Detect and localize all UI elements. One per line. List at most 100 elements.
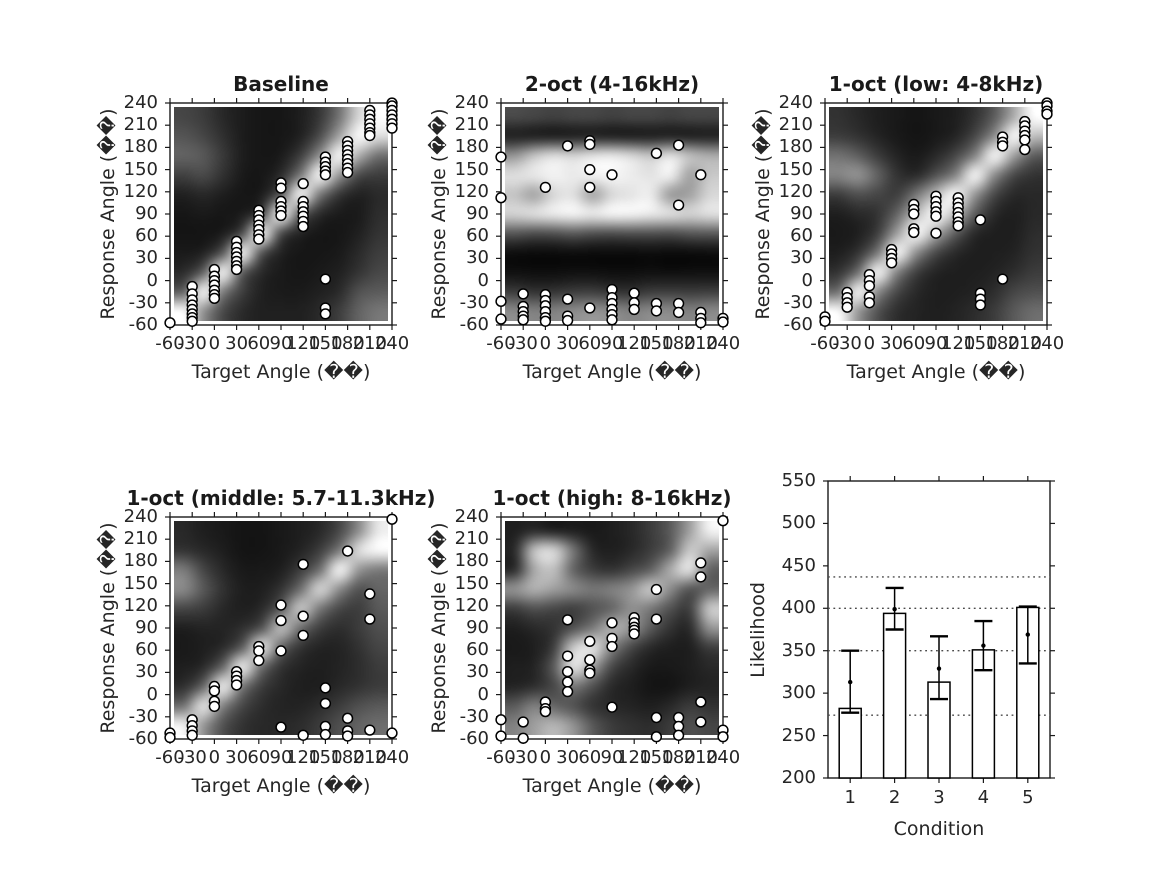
x-tick-label: -60 (810, 333, 840, 354)
x-tick-label: 0 (539, 747, 552, 768)
scatter-point (1019, 143, 1031, 156)
y-tick-label: 90 (466, 203, 489, 224)
x-tick-label: 240 (374, 333, 410, 354)
y-tick-label: 150 (123, 572, 158, 594)
x-tick-label: -30 (508, 333, 538, 354)
scatter-point (1019, 134, 1031, 146)
x-tick-label: -60 (486, 333, 516, 354)
y-tick-label: 240 (454, 92, 489, 113)
scatter-point (164, 731, 176, 744)
mean-point (1025, 632, 1030, 637)
scatter-point (341, 730, 354, 742)
x-tick-label: -30 (177, 747, 207, 768)
scatter-point (628, 303, 640, 316)
y-tick-label: 90 (135, 617, 158, 638)
scatter-point (606, 169, 618, 181)
panel-title: 1-oct (middle: 5.7-11.3kHz) (126, 486, 436, 510)
x-tick-label: 120 (286, 333, 321, 354)
y-tick-label: -60 (128, 314, 158, 335)
scatter-point (606, 640, 618, 653)
y-tick-label: -30 (459, 705, 489, 727)
scatter-point (297, 629, 309, 642)
scatter-point (364, 129, 376, 142)
1oct-middle-scatter-overlay (164, 512, 398, 744)
x-tick-label: 150 (308, 333, 343, 354)
scatter-point (584, 635, 596, 647)
x-tick-label: 60 (247, 333, 271, 354)
x-axis-label: Target Angle (��) (191, 361, 371, 383)
x-tick-label: 240 (1029, 333, 1065, 354)
x-tick-label: -30 (832, 333, 862, 354)
scatter-point (319, 273, 332, 285)
scatter-point (584, 302, 596, 314)
scatter-point (717, 515, 729, 527)
scatter-point (517, 732, 529, 744)
panel-title: 1-oct (high: 8-16kHz) (492, 486, 732, 510)
scatter-point (297, 610, 309, 622)
scatter-point (885, 257, 898, 269)
x-tick-label: 150 (963, 333, 998, 354)
x-tick-label: 120 (941, 333, 976, 354)
y-tick-label: 210 (123, 114, 158, 136)
scatter-point (695, 716, 707, 728)
scatter-point (341, 166, 354, 179)
y-tick-label: 450 (781, 554, 816, 576)
y-tick-label: 90 (790, 203, 813, 224)
scatter-point (297, 729, 309, 741)
scatter-point (695, 317, 707, 329)
scatter-point (319, 682, 332, 694)
scatter-point (650, 147, 663, 159)
y-tick-label: 210 (454, 528, 489, 550)
x-tick-label: 150 (639, 333, 674, 354)
scatter-point (717, 731, 729, 743)
y-tick-label: -30 (783, 291, 813, 313)
x-tick-label: -60 (155, 747, 185, 768)
scatter-point (495, 730, 507, 742)
scatter-point (517, 288, 529, 300)
scatter-point (650, 731, 663, 743)
x-tick-label: 180 (985, 333, 1020, 354)
y-tick-label: 150 (778, 158, 813, 180)
scatter-point (495, 192, 507, 204)
scatter-point (297, 220, 309, 233)
y-tick-label: 30 (790, 247, 813, 269)
scatter-point (561, 314, 574, 327)
x-tick-label: 60 (578, 333, 602, 354)
x-tick-label: 90 (269, 333, 293, 354)
scatter-point (672, 729, 685, 741)
y-tick-label: 0 (477, 683, 489, 705)
panel-title: 2-oct (4-16kHz) (524, 72, 700, 96)
x-tick-label: 210 (683, 333, 718, 354)
y-tick-label: 90 (135, 203, 158, 224)
scatter-point (539, 181, 552, 194)
y-tick-label: 60 (135, 639, 158, 661)
x-tick-label: 30 (225, 747, 249, 768)
x-tick-label: 120 (286, 747, 321, 768)
y-tick-label: 180 (454, 550, 489, 572)
x-tick-label: 210 (352, 747, 387, 768)
scatter-point (319, 728, 332, 741)
y-tick-label: 90 (466, 617, 489, 638)
x-tick-label: 180 (330, 747, 365, 768)
scatter-point (495, 295, 507, 307)
mean-point (981, 643, 986, 648)
y-tick-label: -60 (128, 728, 158, 749)
x-tick-label: 150 (639, 747, 674, 768)
scatter-point (672, 306, 685, 319)
scatter-point (650, 613, 663, 625)
mean-point (892, 606, 897, 612)
x-tick-label: -30 (177, 333, 207, 354)
x-tick-label: 4 (977, 787, 990, 808)
y-tick-label: 180 (123, 550, 158, 572)
y-tick-label: 210 (123, 528, 158, 550)
scatter-point (672, 199, 685, 211)
scatter-point (297, 178, 309, 190)
y-tick-label: -60 (783, 314, 813, 335)
x-axis-label: Target Angle (��) (846, 361, 1026, 383)
scatter-point (253, 645, 265, 657)
scatter-point (364, 613, 376, 625)
scatter-point (561, 666, 574, 678)
x-tick-label: -60 (486, 747, 516, 768)
y-tick-label: 120 (454, 180, 489, 202)
x-tick-label: 30 (880, 333, 904, 354)
